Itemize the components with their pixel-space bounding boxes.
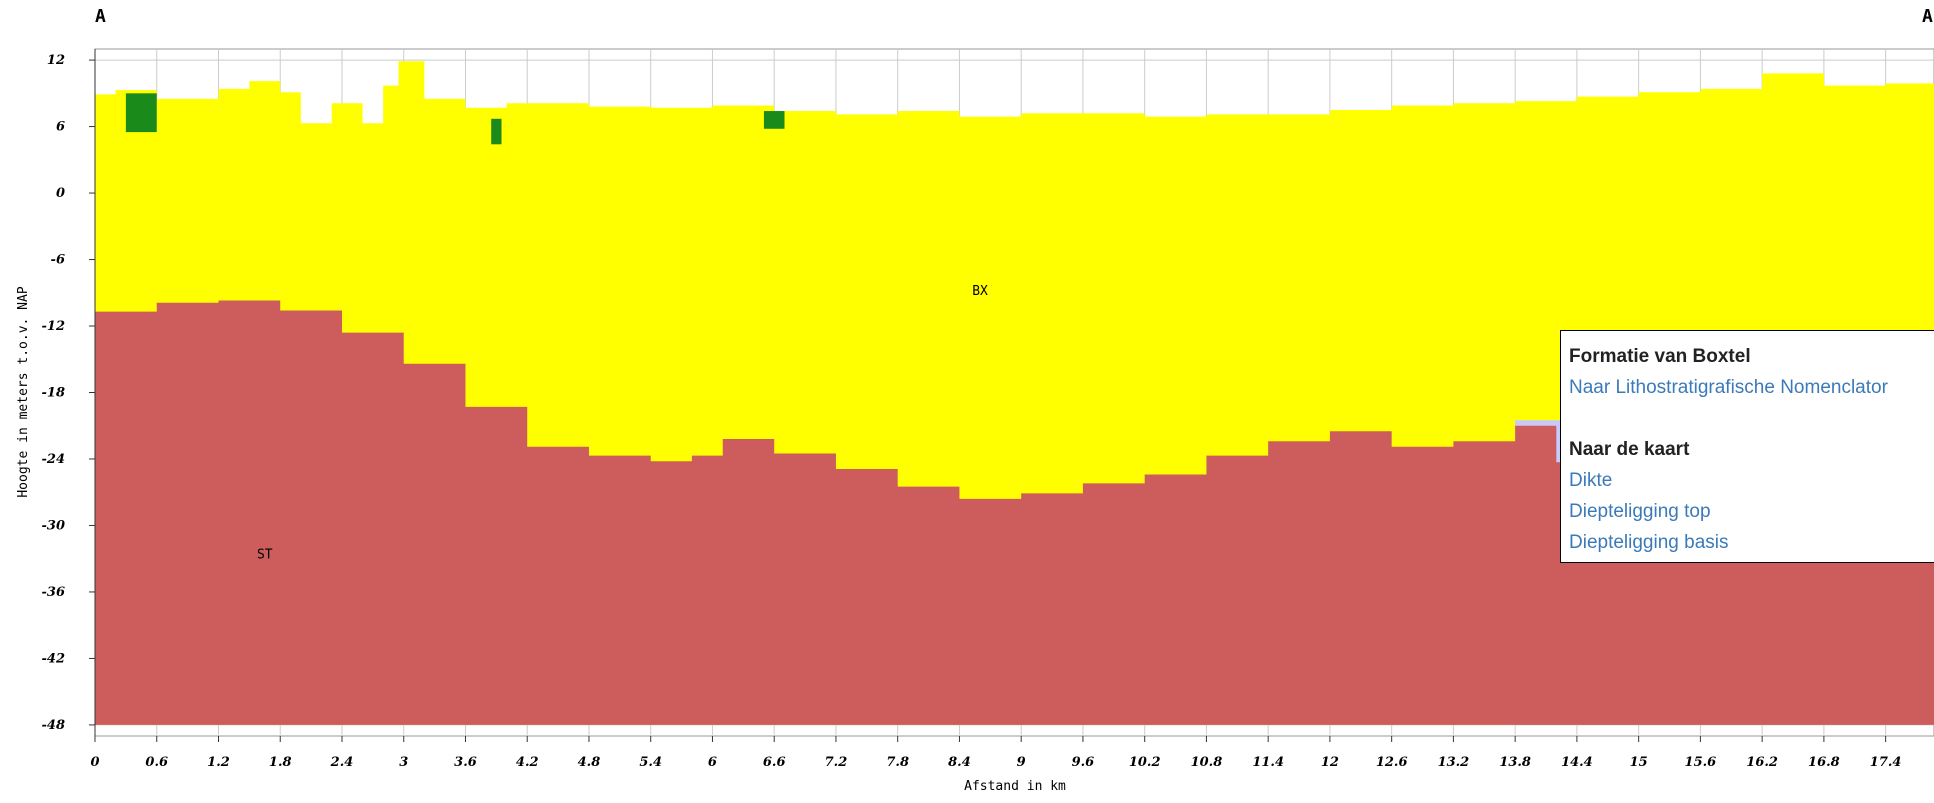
x-tick-label: 1.2 [207, 755, 230, 770]
map-link[interactable]: Diepteligging top [1569, 496, 1931, 527]
layer-label: ST [257, 548, 273, 563]
y-tick-label: -30 [42, 518, 66, 533]
x-tick-label: 16.2 [1746, 755, 1778, 770]
x-tick-label: 10.8 [1191, 755, 1223, 770]
section-end-label: A [1922, 6, 1933, 27]
x-tick-label: 10.2 [1129, 755, 1161, 770]
x-tick-label: 14.4 [1561, 755, 1593, 770]
y-tick-label: 12 [47, 53, 65, 68]
layer-label: BX [972, 284, 988, 299]
x-tick-label: 4.8 [578, 755, 601, 770]
x-tick-label: 3.6 [454, 755, 477, 770]
x-tick-label: 0.6 [145, 755, 168, 770]
y-axis-label: Hoogte in meters t.o.v. NAP [16, 286, 31, 497]
y-tick-label: -18 [42, 386, 66, 401]
map-link[interactable]: Dikte [1569, 465, 1931, 496]
y-tick-label: 6 [56, 120, 65, 135]
x-tick-label: 6.6 [763, 755, 786, 770]
y-tick-label: -12 [42, 319, 66, 334]
section-start-label: A [95, 6, 106, 27]
popup-title: Formatie van Boxtel [1569, 341, 1931, 372]
x-tick-label: 1.8 [269, 755, 292, 770]
x-tick-label: 2.4 [330, 755, 354, 770]
x-tick-label: 13.2 [1438, 755, 1470, 770]
x-tick-label: 3 [399, 755, 408, 770]
y-tick-label: -48 [42, 718, 66, 733]
y-tick-label: -6 [51, 253, 65, 268]
x-tick-label: 4.2 [516, 755, 539, 770]
nomenclator-link[interactable]: Naar Lithostratigrafische Nomenclator [1569, 372, 1931, 403]
x-tick-label: 16.8 [1808, 755, 1840, 770]
info-popup: Formatie van Boxtel Naar Lithostratigraf… [1560, 330, 1934, 563]
x-tick-label: 6 [708, 755, 717, 770]
patch [491, 119, 501, 144]
x-tick-label: 17.4 [1870, 755, 1902, 770]
x-tick-label: 11.4 [1252, 755, 1284, 770]
x-tick-label: 9.6 [1072, 755, 1095, 770]
y-tick-label: -42 [42, 651, 66, 666]
x-tick-label: 15 [1630, 755, 1648, 770]
x-tick-label: 7.8 [886, 755, 909, 770]
patch [126, 93, 157, 132]
x-axis-label: Afstand in km [964, 779, 1066, 794]
x-tick-label: 12.6 [1376, 755, 1408, 770]
x-tick-label: 9 [1017, 755, 1026, 770]
y-tick-label: -24 [42, 452, 66, 467]
y-tick-label: 0 [56, 186, 65, 201]
patch [764, 111, 785, 129]
x-tick-label: 7.2 [825, 755, 848, 770]
x-tick-label: 15.6 [1685, 755, 1717, 770]
x-tick-label: 0 [90, 755, 99, 770]
x-tick-label: 8.4 [948, 755, 971, 770]
map-link[interactable]: Diepteligging basis [1569, 527, 1931, 558]
x-tick-label: 13.8 [1499, 755, 1531, 770]
map-title: Naar de kaart [1569, 434, 1931, 465]
y-tick-label: -36 [42, 585, 66, 600]
page: A A Hoogte in meters t.o.v. NAP Afstand … [0, 0, 1934, 798]
x-tick-label: 12 [1321, 755, 1339, 770]
x-tick-label: 5.4 [639, 755, 662, 770]
